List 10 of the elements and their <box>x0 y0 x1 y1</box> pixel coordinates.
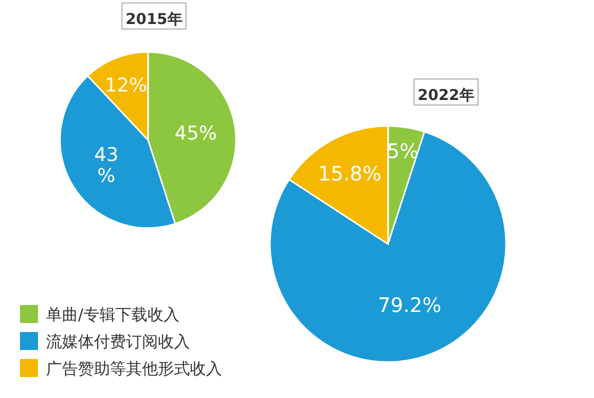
data-label: 45% <box>174 122 217 144</box>
data-label: 15.8% <box>318 161 382 186</box>
chart-title: 2022年 <box>418 86 474 104</box>
data-label: 43 % <box>94 144 118 188</box>
data-label: 12% <box>104 74 148 96</box>
legend-label: 流媒体付费订阅收入 <box>46 332 190 351</box>
data-label: 79.2% <box>378 293 442 318</box>
legend-label: 单曲/专辑下载收入 <box>46 305 180 324</box>
legend-label: 广告赞助等其他形式收入 <box>46 359 222 378</box>
chart-title: 2015年 <box>126 10 182 28</box>
